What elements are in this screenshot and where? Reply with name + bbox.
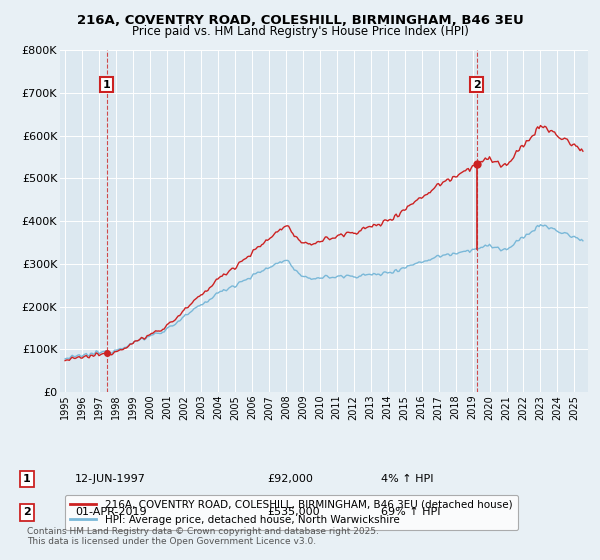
Legend: 216A, COVENTRY ROAD, COLESHILL, BIRMINGHAM, B46 3EU (detached house), HPI: Avera: 216A, COVENTRY ROAD, COLESHILL, BIRMINGH… bbox=[65, 494, 518, 530]
Text: 216A, COVENTRY ROAD, COLESHILL, BIRMINGHAM, B46 3EU: 216A, COVENTRY ROAD, COLESHILL, BIRMINGH… bbox=[77, 14, 523, 27]
Text: £535,000: £535,000 bbox=[267, 507, 320, 517]
Text: Contains HM Land Registry data © Crown copyright and database right 2025.
This d: Contains HM Land Registry data © Crown c… bbox=[27, 526, 379, 546]
Text: Price paid vs. HM Land Registry's House Price Index (HPI): Price paid vs. HM Land Registry's House … bbox=[131, 25, 469, 38]
Text: 01-APR-2019: 01-APR-2019 bbox=[75, 507, 146, 517]
Text: 2: 2 bbox=[23, 507, 31, 517]
Text: 12-JUN-1997: 12-JUN-1997 bbox=[75, 474, 146, 484]
Text: 69% ↑ HPI: 69% ↑ HPI bbox=[381, 507, 440, 517]
Text: 4% ↑ HPI: 4% ↑ HPI bbox=[381, 474, 433, 484]
Text: 1: 1 bbox=[103, 80, 110, 90]
Text: £92,000: £92,000 bbox=[267, 474, 313, 484]
Text: 1: 1 bbox=[23, 474, 31, 484]
Text: 2: 2 bbox=[473, 80, 481, 90]
